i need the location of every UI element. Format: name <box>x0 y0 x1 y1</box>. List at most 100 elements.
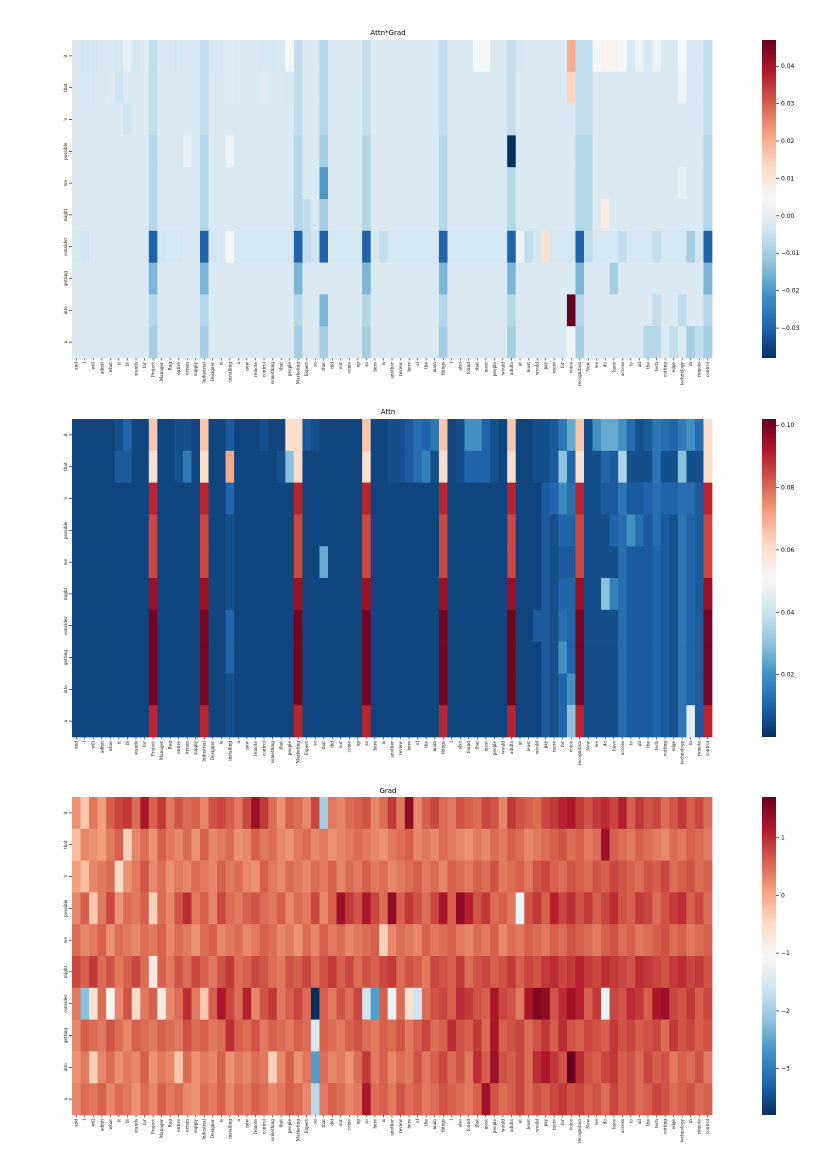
heatmap-cell <box>276 482 286 515</box>
heatmap-cell <box>464 294 474 327</box>
heatmap-cell <box>677 609 687 642</box>
heatmap-cell <box>584 294 593 327</box>
heatmap-cell <box>592 578 602 611</box>
heatmap-cell <box>421 956 431 989</box>
column-label: things <box>441 362 446 375</box>
heatmap-cell <box>174 892 184 925</box>
heatmap-cell <box>490 262 500 295</box>
heatmap-cell <box>601 40 610 73</box>
heatmap-cell <box>404 40 414 73</box>
heatmap-cell <box>89 450 98 483</box>
heatmap-cell <box>413 828 423 861</box>
heatmap-cell <box>566 797 576 830</box>
heatmap-cell <box>140 294 150 327</box>
heatmap-cell <box>677 514 687 547</box>
heatmap-cell <box>515 135 525 168</box>
heatmap-cell <box>379 1083 389 1116</box>
heatmap-cell <box>97 230 107 263</box>
heatmap-cell <box>387 578 397 611</box>
heatmap-cell <box>643 1083 653 1116</box>
heatmap-cell <box>532 294 542 327</box>
heatmap-cell <box>217 230 226 263</box>
heatmap-cell <box>319 828 329 861</box>
column-label: did <box>330 362 335 369</box>
heatmap-cell <box>174 609 184 642</box>
heatmap-cell <box>80 482 90 515</box>
heatmap-cell <box>549 103 559 136</box>
heatmap-cell <box>157 546 167 579</box>
heatmap-cell <box>609 71 619 104</box>
heatmap-cell <box>370 797 380 830</box>
heatmap-cell <box>345 419 354 452</box>
heatmap-cell <box>677 450 687 483</box>
heatmap-cell <box>148 673 158 706</box>
heatmap-cell <box>592 860 602 893</box>
heatmap-cell <box>182 924 192 957</box>
heatmap-cell <box>106 860 116 893</box>
heatmap-cell <box>532 1083 542 1116</box>
heatmap-cell <box>131 1083 141 1116</box>
heatmap-cell <box>217 892 226 925</box>
heatmap-cell <box>421 987 431 1020</box>
heatmap-cell <box>669 262 679 295</box>
heatmap-cell <box>97 609 107 642</box>
heatmap-cell <box>157 828 167 861</box>
heatmap-cell <box>345 797 354 830</box>
heatmap-cell <box>532 514 542 547</box>
heatmap-cell <box>251 924 261 957</box>
heatmap-cell <box>498 705 508 738</box>
heatmap-cell <box>123 167 133 200</box>
heatmap-cell <box>643 578 653 611</box>
heatmap-cell <box>200 546 209 579</box>
heatmap-cell <box>268 1051 278 1084</box>
heatmap-cell <box>345 1019 354 1052</box>
heatmap-cell <box>575 326 585 359</box>
heatmap-cell <box>532 71 542 104</box>
heatmap-cell <box>524 1083 534 1116</box>
row-label: might <box>63 587 68 600</box>
heatmap-cell <box>174 578 184 611</box>
heatmap-cell <box>123 514 133 547</box>
heatmap-cell <box>404 1083 414 1116</box>
heatmap-cell <box>626 924 636 957</box>
heatmap-cell <box>635 1019 645 1052</box>
heatmap-cell <box>669 956 679 989</box>
heatmap-cell <box>558 578 568 611</box>
heatmap-cell <box>694 230 704 263</box>
heatmap-cell <box>498 860 508 893</box>
heatmap-cell <box>336 828 346 861</box>
heatmap-cell <box>242 641 252 674</box>
column-label: Manager <box>159 362 164 381</box>
heatmap-cell <box>242 40 252 73</box>
heatmap-cell <box>370 40 380 73</box>
heatmap-cell <box>89 326 98 359</box>
heatmap-cell <box>310 828 320 861</box>
row-label: might <box>63 965 68 978</box>
heatmap-cell <box>97 546 107 579</box>
heatmap-cell <box>541 641 551 674</box>
heatmap-panel-grad: Grad itthat'spossiblewemightconsidergett… <box>63 787 790 1143</box>
heatmap-cell <box>575 546 585 579</box>
heatmap-cell <box>200 482 209 515</box>
heatmap-cell <box>131 419 141 452</box>
heatmap-cell <box>174 514 184 547</box>
heatmap-cell <box>430 450 440 483</box>
heatmap-cell <box>251 797 261 830</box>
heatmap-cell <box>251 514 261 547</box>
heatmap-cell <box>328 514 337 547</box>
heatmap-cell <box>490 230 500 263</box>
heatmap-cell <box>592 797 602 830</box>
heatmap-cell <box>217 987 226 1020</box>
heatmap-cell <box>584 450 593 483</box>
heatmap-cell <box>182 546 192 579</box>
column-label: technology <box>680 361 685 385</box>
heatmap-cell <box>498 828 508 861</box>
heatmap-cell <box>302 797 312 830</box>
heatmap-cell <box>438 419 448 452</box>
heatmap-cell <box>234 956 244 989</box>
column-label: that <box>278 741 283 750</box>
colorbar <box>762 40 776 358</box>
heatmap-cell <box>584 641 593 674</box>
heatmap-cell <box>626 892 636 925</box>
heatmap-cell <box>498 135 508 168</box>
